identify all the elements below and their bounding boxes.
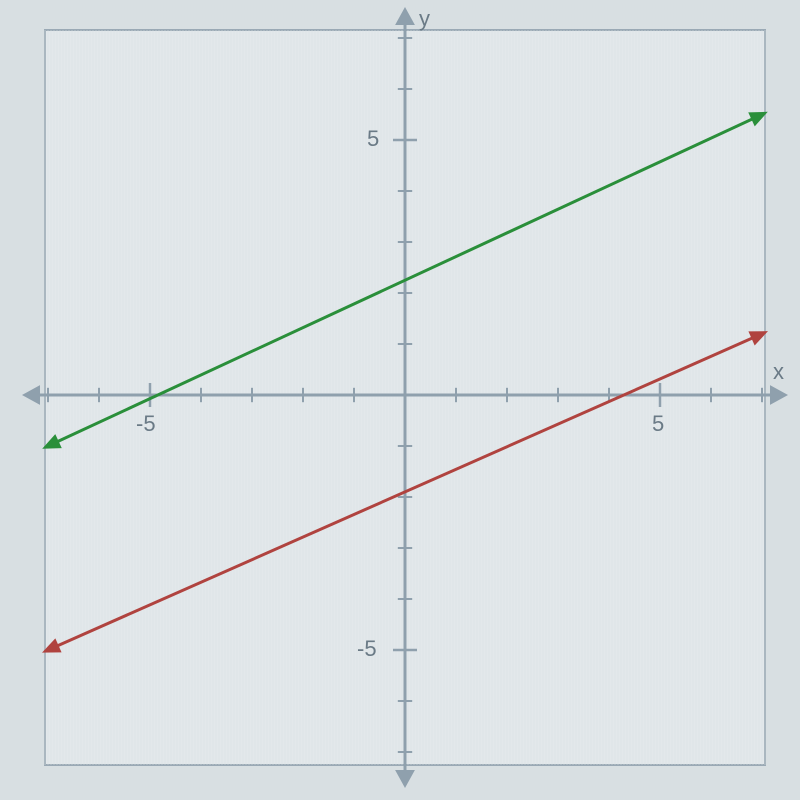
coordinate-plane xyxy=(0,0,800,800)
x-axis-label: x xyxy=(773,359,784,385)
x-tick-label-neg5: -5 xyxy=(136,411,156,437)
y-axis-label: y xyxy=(419,6,430,32)
y-tick-label-pos5: 5 xyxy=(367,126,379,152)
chart-container: y x 5 -5 5 -5 xyxy=(0,0,800,800)
x-tick-label-pos5: 5 xyxy=(652,411,664,437)
y-tick-label-neg5: -5 xyxy=(357,636,377,662)
